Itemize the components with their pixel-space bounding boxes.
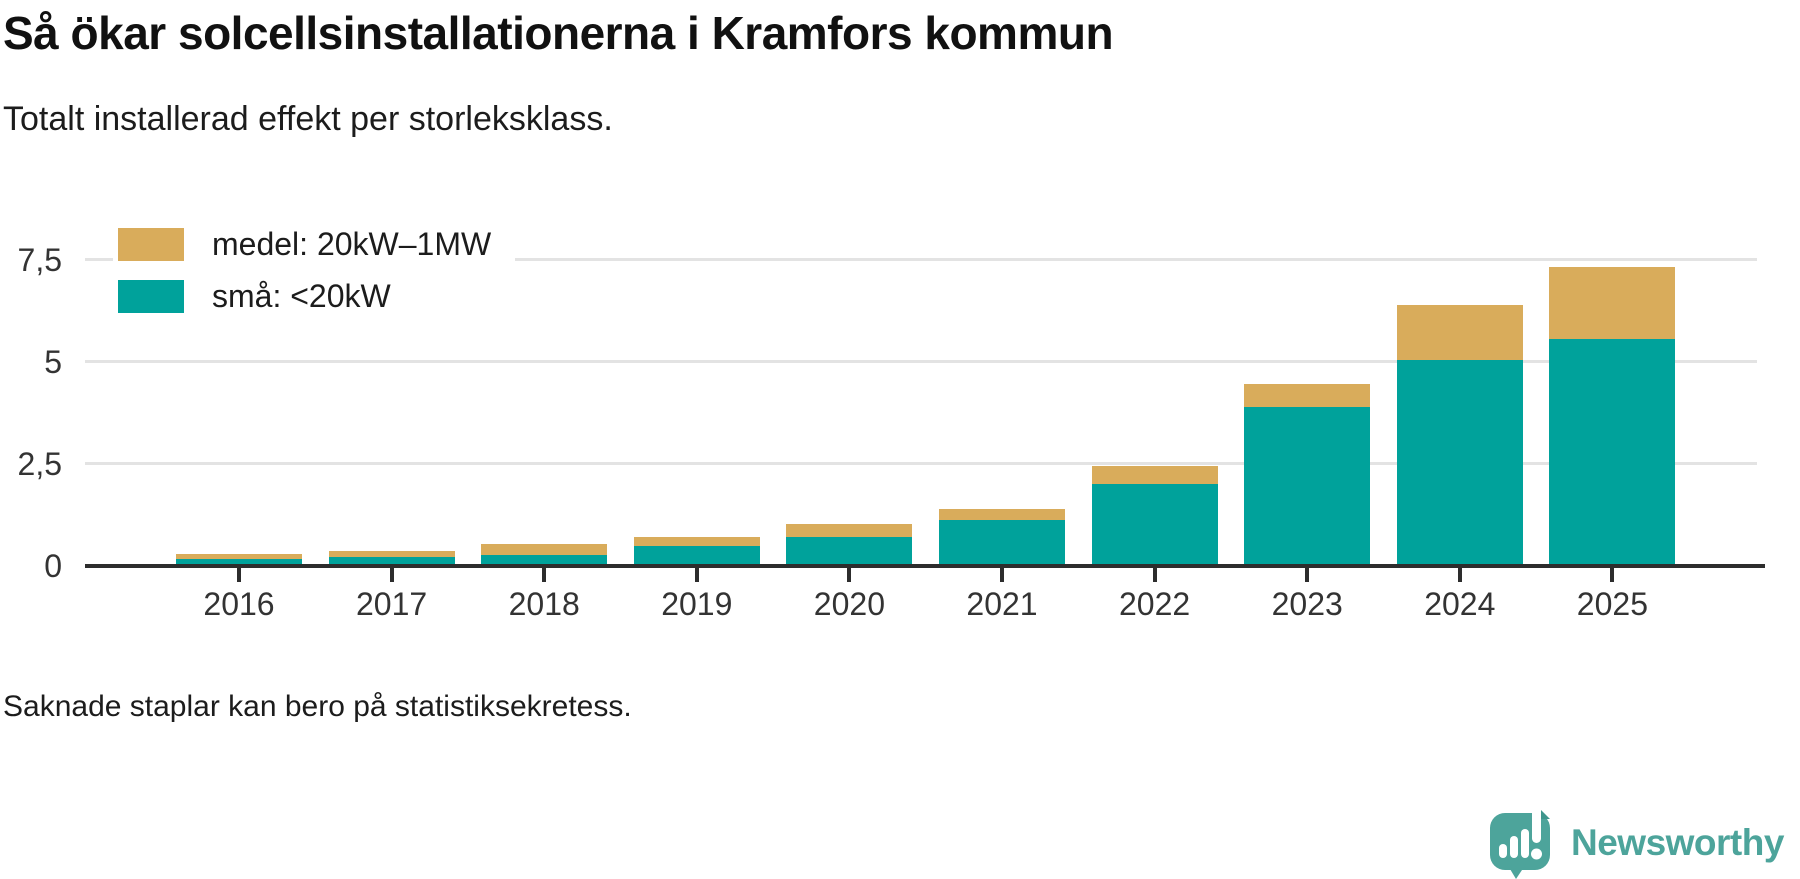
stacked-bar-2024 (1396, 305, 1523, 566)
x-tick (542, 568, 547, 582)
stacked-bar-2025 (1549, 267, 1676, 566)
legend-label: medel: 20kW–1MW (212, 226, 492, 262)
legend-label: små: <20kW (212, 278, 391, 314)
gridline-7.5 (85, 258, 1757, 261)
newsworthy-logo-icon (1490, 807, 1550, 879)
legend-item: små: <20kW (118, 278, 491, 315)
plot-area: 2016 2017 2018 2019 2020 2021 2022 2023 2024 2025 (85, 258, 1766, 622)
chart-title: Så ökar solcellsinstallationerna i Kramf… (3, 7, 1114, 59)
bar-segment (1244, 407, 1371, 566)
bar-segment (481, 544, 608, 555)
x-tick-label-2024: 2024 (1424, 586, 1496, 622)
bar-segment (1091, 484, 1218, 566)
bar-segment (176, 559, 302, 566)
gridline-2.5 (85, 462, 1757, 465)
x-axis-line (85, 564, 1766, 568)
x-tick-label-2016: 2016 (203, 586, 275, 622)
bar-segment (939, 508, 1065, 520)
x-tick (847, 568, 852, 582)
x-tick-label-2020: 2020 (813, 586, 885, 622)
bar-segment (633, 537, 760, 547)
bar-segment (1396, 360, 1523, 566)
stacked-bar-2022 (1091, 466, 1218, 566)
x-tick (237, 568, 241, 582)
x-tick-label-2017: 2017 (356, 586, 428, 622)
bar-segment (786, 537, 913, 566)
stacked-bar-2018 (481, 544, 608, 566)
x-tick (1152, 568, 1157, 582)
bar-segment (1396, 305, 1523, 361)
legend-item: medel: 20kW–1MW (118, 226, 491, 263)
x-tick-label-2023: 2023 (1271, 586, 1343, 622)
x-tick (1000, 568, 1004, 582)
legend: medel: 20kW–1MW små: <20kW (113, 224, 516, 321)
brand-lockup: Newsworthy (1489, 806, 1784, 879)
stacked-bar-2017 (328, 550, 455, 566)
x-tick (389, 568, 394, 582)
x-tick-label-2021: 2021 (966, 586, 1038, 622)
y-tick-label: 7,5 (17, 242, 62, 278)
bar-segment (786, 523, 913, 538)
bar-segment (939, 519, 1065, 566)
footer-note: Saknade staplar kan bero på statistiksek… (3, 690, 632, 723)
bar-segment (481, 554, 608, 566)
x-tick-label-2019: 2019 (661, 586, 733, 622)
y-tick-label: 5 (44, 344, 62, 380)
x-tick (694, 568, 699, 582)
gridline-5 (85, 360, 1757, 363)
x-tick-label-2025: 2025 (1576, 586, 1648, 622)
x-tick (1457, 568, 1462, 582)
chart-subtitle: Totalt installerad effekt per storlekskl… (3, 100, 613, 138)
brand-name: Newsworthy (1571, 822, 1784, 863)
bar-segment (1244, 383, 1371, 408)
x-tick (1305, 568, 1310, 582)
legend-swatch (118, 228, 184, 261)
bar-segment (328, 556, 455, 566)
stacked-bar-2021 (939, 508, 1065, 566)
legend-swatch (118, 280, 184, 313)
bar-segment (328, 550, 455, 557)
stacked-bar-2019 (633, 537, 760, 566)
bar-segment (1549, 267, 1676, 340)
stacked-bar-2023 (1244, 383, 1371, 566)
x-tick-label-2018: 2018 (508, 586, 580, 622)
stacked-bar-2020 (786, 523, 913, 566)
x-tick (1610, 568, 1615, 582)
bar-segment (1091, 466, 1218, 484)
y-tick-label: 2,5 (17, 446, 62, 482)
bar-segment (1549, 339, 1676, 566)
stacked-bar-2016 (176, 553, 302, 566)
x-tick-label-2022: 2022 (1119, 586, 1191, 622)
bar-segment (176, 553, 302, 560)
bar-segment (633, 546, 760, 566)
y-tick-label: 0 (44, 548, 62, 584)
